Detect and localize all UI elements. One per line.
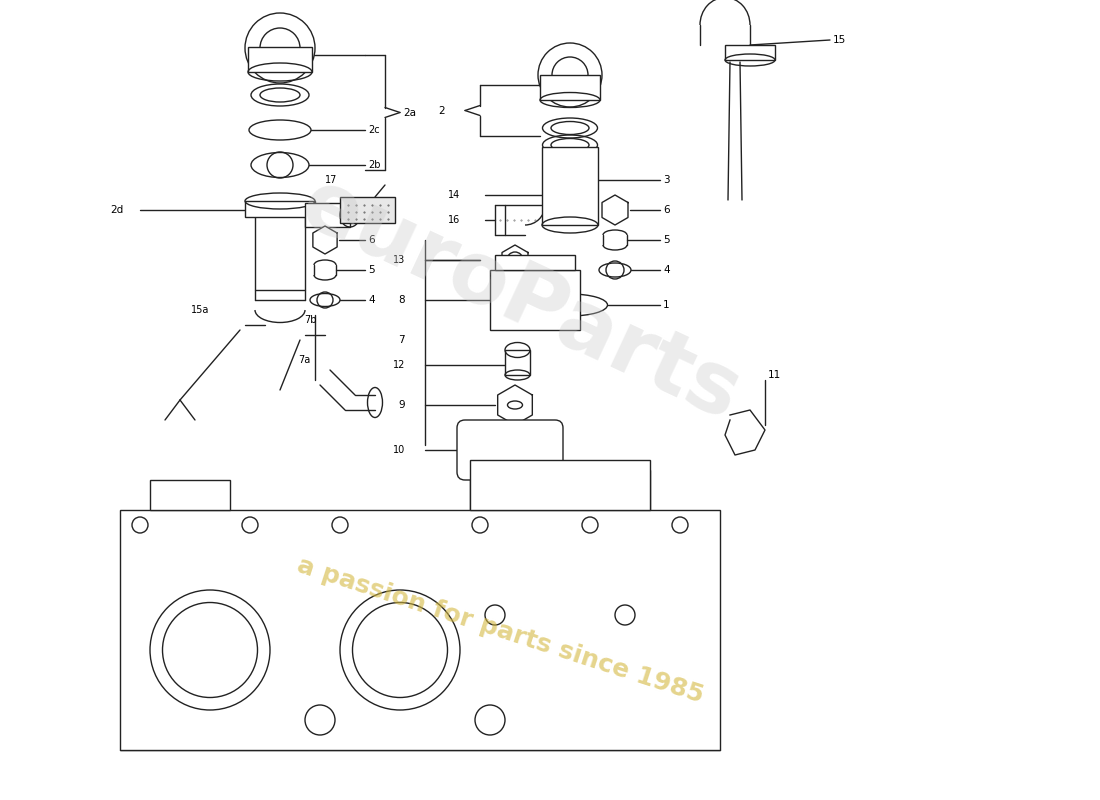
Bar	[725, 45, 775, 60]
Text: 6: 6	[663, 205, 670, 215]
Circle shape	[538, 43, 602, 107]
FancyBboxPatch shape	[456, 420, 563, 480]
Text: 2b: 2b	[368, 160, 381, 170]
Bar	[505, 350, 530, 375]
Text: 7b: 7b	[304, 315, 317, 325]
Text: 4: 4	[663, 265, 670, 275]
Bar	[305, 203, 350, 227]
Bar	[490, 270, 580, 330]
Text: 4: 4	[368, 295, 375, 305]
Polygon shape	[602, 195, 628, 225]
Bar	[470, 470, 650, 630]
Text: a passion for parts since 1985: a passion for parts since 1985	[294, 553, 706, 707]
Text: 2c: 2c	[368, 125, 379, 135]
Text: 5: 5	[663, 235, 670, 245]
Text: 13: 13	[393, 255, 405, 265]
Bar	[340, 197, 395, 223]
Text: 9: 9	[398, 400, 405, 410]
Bar	[470, 460, 650, 510]
Text: 8: 8	[398, 295, 405, 305]
Text: 5: 5	[368, 265, 375, 275]
Polygon shape	[502, 245, 528, 275]
Bar	[495, 255, 575, 270]
Text: 14: 14	[448, 190, 460, 200]
Text: 2d: 2d	[110, 205, 123, 215]
Bar	[120, 510, 720, 750]
Bar	[542, 147, 598, 225]
Polygon shape	[497, 385, 532, 425]
Text: 17: 17	[324, 175, 338, 185]
Text: 1: 1	[663, 300, 670, 310]
Bar	[255, 212, 305, 290]
Text: 2a: 2a	[403, 107, 416, 118]
Text: 2: 2	[439, 106, 446, 115]
Text: 3: 3	[663, 175, 670, 185]
Bar	[248, 47, 312, 72]
Bar	[540, 75, 600, 100]
Bar	[150, 480, 230, 510]
Text: 15a: 15a	[190, 305, 209, 315]
Text: 16: 16	[448, 215, 460, 225]
Text: 6: 6	[368, 235, 375, 245]
Polygon shape	[312, 226, 337, 254]
Text: 7: 7	[398, 335, 405, 345]
Text: 11: 11	[768, 370, 781, 380]
Bar	[125, 515, 226, 740]
Circle shape	[245, 13, 315, 83]
Text: 15: 15	[833, 35, 846, 45]
Text: 12: 12	[393, 360, 405, 370]
Text: euroParts: euroParts	[287, 162, 754, 438]
Bar	[245, 201, 315, 217]
Text: 7a: 7a	[298, 355, 310, 365]
Text: 10: 10	[393, 445, 405, 455]
